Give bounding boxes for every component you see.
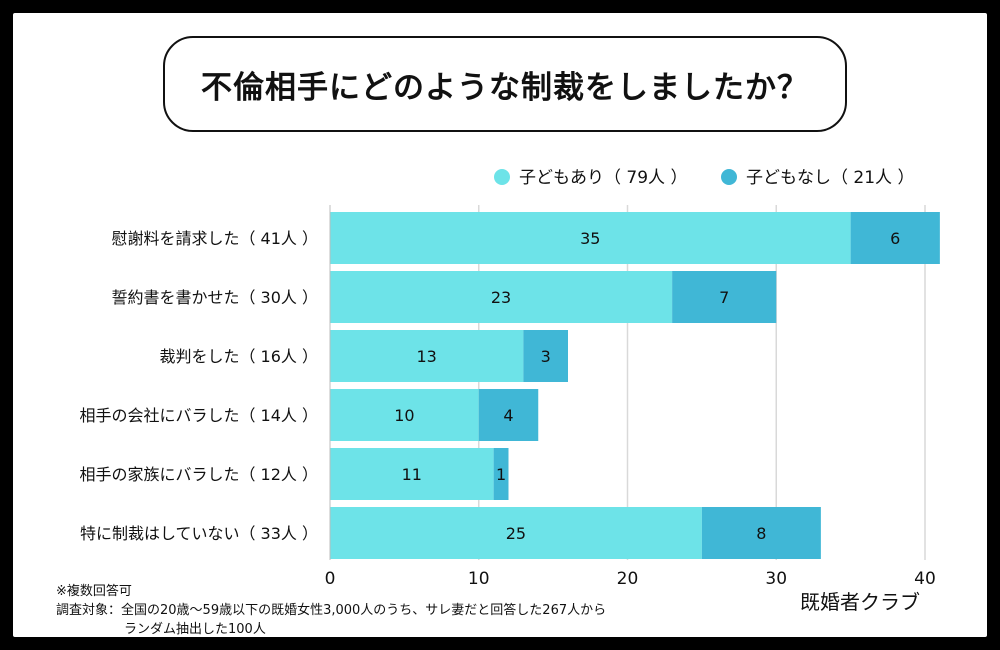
bar-segment [330,212,851,264]
bar-value-label: 13 [417,347,437,366]
bar-segment [330,448,494,500]
note-multiple-answers: ※複数回答可 [56,584,132,599]
bar-segment [330,389,479,441]
x-tick-label: 30 [765,569,787,589]
bar-segment [672,271,777,323]
legend-label: 子どもあり（ 79人 ） [519,168,687,188]
legend-label: 子どもなし（ 21人 ） [746,168,914,188]
bar-value-label: 23 [491,288,511,307]
category-label: 裁判をした（ 16人 ） [159,347,318,366]
bar-segment [493,448,509,500]
category-label: 誓約書を書かせた（ 30人 ） [111,288,318,307]
bar-segment [701,507,821,559]
bar-segment [330,271,673,323]
bar-segment [850,212,940,264]
bar-segment [478,389,539,441]
note-survey-target: 調査対象：全国の20歳〜59歳以下の既婚女性3,000人のうち、サレ妻だと回答し… [56,603,607,618]
chart-title: 不倫相手にどのような制裁をしましたか？ [201,69,809,106]
x-tick-label: 40 [914,569,936,589]
note-sample: ランダム抽出した100人 [124,622,266,637]
category-label: 相手の会社にバラした（ 14人 ） [79,406,318,425]
bar-value-label: 3 [541,347,551,366]
x-tick-label: 20 [617,569,639,589]
bar-value-label: 11 [402,465,422,484]
bar-value-label: 4 [503,406,513,425]
x-tick-label: 10 [468,569,490,589]
bar-value-label: 7 [719,288,729,307]
legend-swatch [494,169,510,185]
category-label: 特に制裁はしていない（ 33人 ） [80,524,318,543]
bar-value-label: 10 [394,406,414,425]
bar-segment [330,330,524,382]
credit-label: 既婚者クラブ [800,590,920,614]
bar-value-label: 6 [890,229,900,248]
bar-value-label: 8 [756,524,766,543]
category-label: 相手の家族にバラした（ 12人 ） [79,465,318,484]
bar-segment [330,507,702,559]
bar-value-label: 35 [580,229,600,248]
bar-segment [523,330,568,382]
title-box: 不倫相手にどのような制裁をしましたか？ [163,36,847,132]
bar-value-label: 25 [506,524,526,543]
category-label: 慰謝料を請求した（ 41人 ） [111,229,318,248]
bar-value-label: 1 [496,465,506,484]
legend-swatch [721,169,737,185]
x-tick-label: 0 [325,569,336,589]
